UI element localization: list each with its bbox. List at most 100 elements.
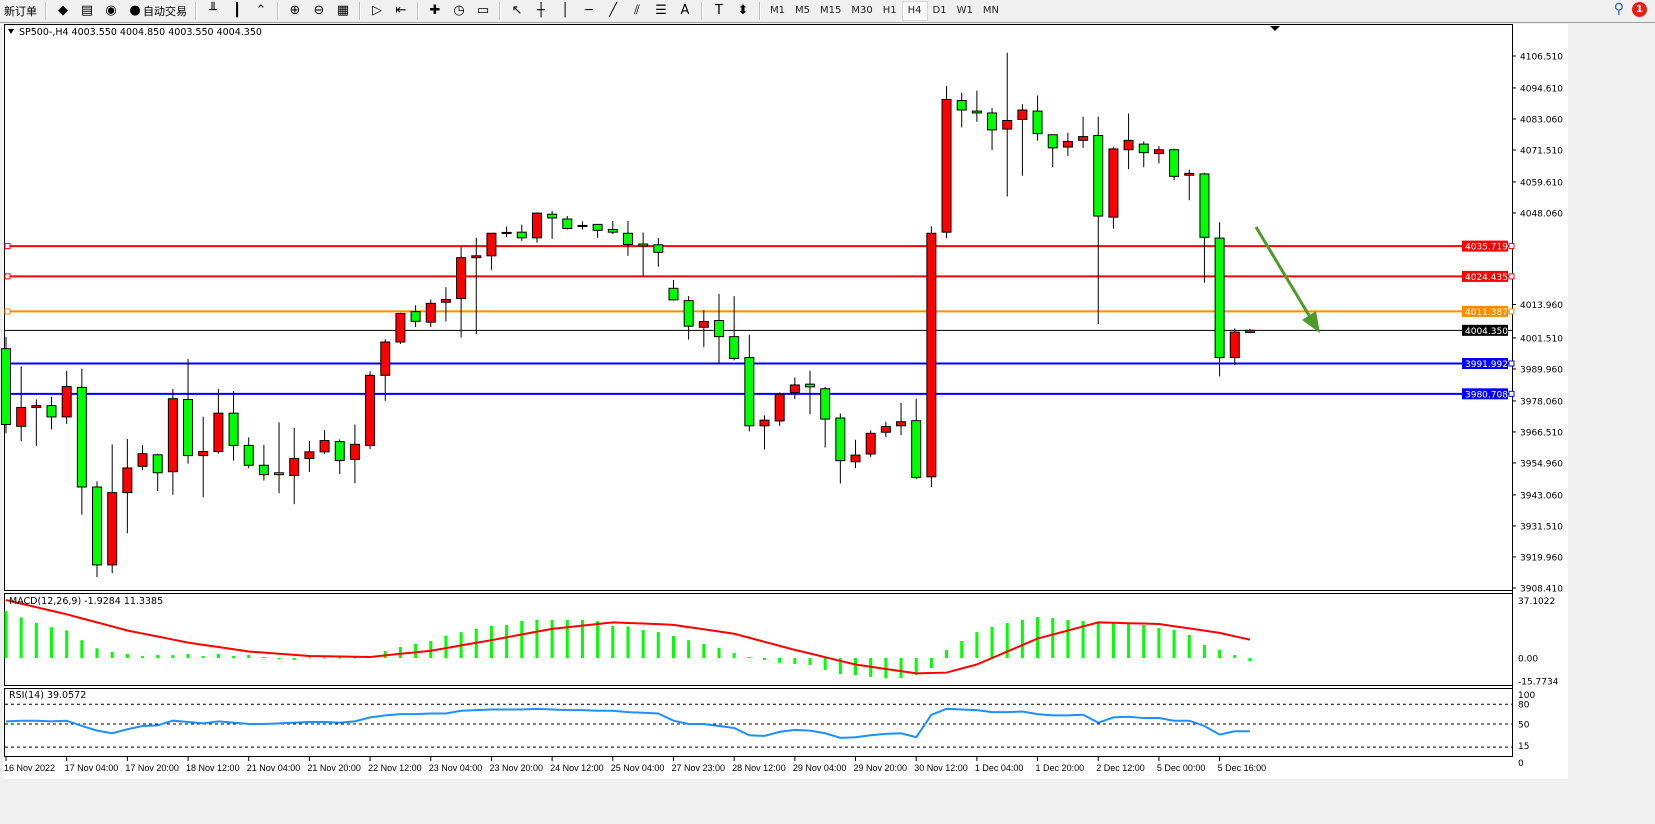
text-label-button[interactable]: T: [708, 1, 730, 21]
fibonacci-button[interactable]: ☰: [650, 1, 672, 21]
candle-body: [440, 299, 451, 303]
line-anchor-handle[interactable]: [1508, 360, 1515, 367]
candle: [76, 368, 87, 515]
candle-body: [471, 255, 482, 259]
equidistant-channel-button[interactable]: ⫽: [626, 1, 648, 21]
arrows-icon: ⬍: [737, 3, 749, 18]
timeframe-mn[interactable]: MN: [982, 5, 999, 16]
candle-body: [547, 213, 558, 219]
candle-body: [820, 388, 831, 420]
timeframe-h1[interactable]: H1: [882, 5, 897, 16]
macd-histogram-bar: [671, 635, 675, 658]
line-anchor-handle[interactable]: [4, 308, 11, 315]
data-window-button[interactable]: ▤: [76, 1, 98, 21]
macd-histogram-bar: [808, 658, 812, 665]
line-price-box: [1462, 305, 1508, 317]
collapse-triangle-icon[interactable]: [8, 29, 14, 34]
templates-button[interactable]: ▭: [472, 1, 494, 21]
timeframe-w1[interactable]: W1: [956, 5, 973, 16]
vertical-line-icon: │: [561, 3, 569, 18]
vertical-line-button[interactable]: │: [554, 1, 576, 21]
signals-button[interactable]: ◉: [100, 1, 122, 21]
zoom-in-button[interactable]: ⊕: [284, 1, 306, 21]
candle: [198, 416, 209, 498]
candle-body: [1229, 331, 1240, 359]
line-anchor-handle[interactable]: [4, 273, 11, 280]
timeframe-m15[interactable]: M15: [820, 5, 842, 16]
candlestick-chart-button[interactable]: ┃: [226, 1, 248, 21]
line-price-label: 3991.992: [1465, 360, 1508, 370]
price-label: 3966.510: [1520, 428, 1563, 438]
auto-scroll-button[interactable]: ▷: [366, 1, 388, 21]
auto-trading-button[interactable]: ● 自动交易: [124, 1, 190, 21]
candle: [683, 296, 694, 340]
candle: [880, 421, 891, 438]
line-anchor-handle[interactable]: [4, 243, 11, 250]
line-chart-button[interactable]: ⌃: [250, 1, 272, 21]
candle-body: [729, 336, 740, 359]
cursor-button[interactable]: ↖: [506, 1, 528, 21]
candle-body: [683, 300, 694, 327]
crosshair-button[interactable]: ┼: [530, 1, 552, 21]
arrows-button[interactable]: ⬍: [732, 1, 754, 21]
macd-histogram-bar: [125, 653, 129, 658]
rsi-axis-label: 80: [1518, 701, 1530, 711]
zoom-out-button[interactable]: ⊖: [308, 1, 330, 21]
arrow-head-icon: [1302, 311, 1320, 333]
candle: [410, 305, 421, 327]
candle-body: [152, 454, 163, 474]
timeframe-h4[interactable]: H4: [901, 1, 928, 21]
candle-body: [774, 393, 785, 422]
line-price-label: 3980.708: [1465, 390, 1508, 400]
shift-marker-icon[interactable]: [1270, 26, 1280, 31]
text-button[interactable]: A: [674, 1, 696, 21]
indicators-icon: ✚: [429, 3, 441, 18]
tile-windows-button[interactable]: ▦: [332, 1, 354, 21]
line-anchor-handle[interactable]: [1508, 243, 1515, 250]
candle: [759, 415, 770, 450]
market-watch-button[interactable]: ◆: [52, 1, 74, 21]
toolbar-separator: [359, 2, 361, 20]
horizontal-line-button[interactable]: ─: [578, 1, 600, 21]
price-label: 3954.960: [1520, 459, 1563, 469]
indicators-button[interactable]: ✚: [424, 1, 446, 21]
candle: [592, 223, 603, 238]
crosshair-icon: ┼: [537, 3, 545, 18]
trendline-button[interactable]: ╱: [602, 1, 624, 21]
zoom-in-icon: ⊕: [289, 3, 301, 18]
timeframe-m1[interactable]: M1: [770, 5, 785, 16]
line-anchor-handle[interactable]: [1508, 273, 1515, 280]
new-order-button[interactable]: 新订单: [1, 1, 40, 21]
candle-body: [911, 420, 922, 478]
candle: [577, 221, 588, 230]
line-anchor-handle[interactable]: [1508, 308, 1515, 315]
timeframe-d1[interactable]: D1: [932, 5, 947, 16]
notification-badge[interactable]: 1: [1632, 1, 1647, 17]
candle-body: [622, 232, 633, 246]
candle: [213, 389, 224, 454]
search-icon[interactable]: ⚲: [1613, 1, 1624, 17]
time-label: 25 Nov 04:00: [611, 763, 665, 773]
macd-histogram-bar: [50, 627, 54, 658]
price-axis: 4106.510 4094.610 4083.060 4071.510 4059.610…: [1512, 24, 1563, 769]
bar-chart-button[interactable]: ╨: [202, 1, 224, 21]
down-arrow-annotation[interactable]: [1254, 226, 1320, 333]
macd-histogram-bar: [1036, 617, 1040, 658]
price-label: 3908.410: [1520, 584, 1563, 594]
candle-body: [486, 232, 497, 257]
templates-icon: ▭: [476, 3, 490, 18]
timeframe-m5[interactable]: M5: [795, 5, 810, 16]
time-label: 28 Nov 12:00: [732, 763, 786, 773]
candle-body: [1123, 139, 1134, 151]
macd-histogram-bar: [4, 611, 8, 658]
chart-shift-button[interactable]: ⇤: [390, 1, 412, 21]
macd-histogram-bar: [914, 658, 918, 675]
time-label: 17 Nov 20:00: [125, 763, 179, 773]
horizontal-line-icon: ─: [585, 3, 593, 18]
line-anchor-handle[interactable]: [1508, 390, 1515, 397]
candle: [258, 444, 269, 481]
timeframe-m30[interactable]: M30: [851, 5, 873, 16]
periods-button[interactable]: ◷: [448, 1, 470, 21]
candle: [107, 444, 118, 573]
